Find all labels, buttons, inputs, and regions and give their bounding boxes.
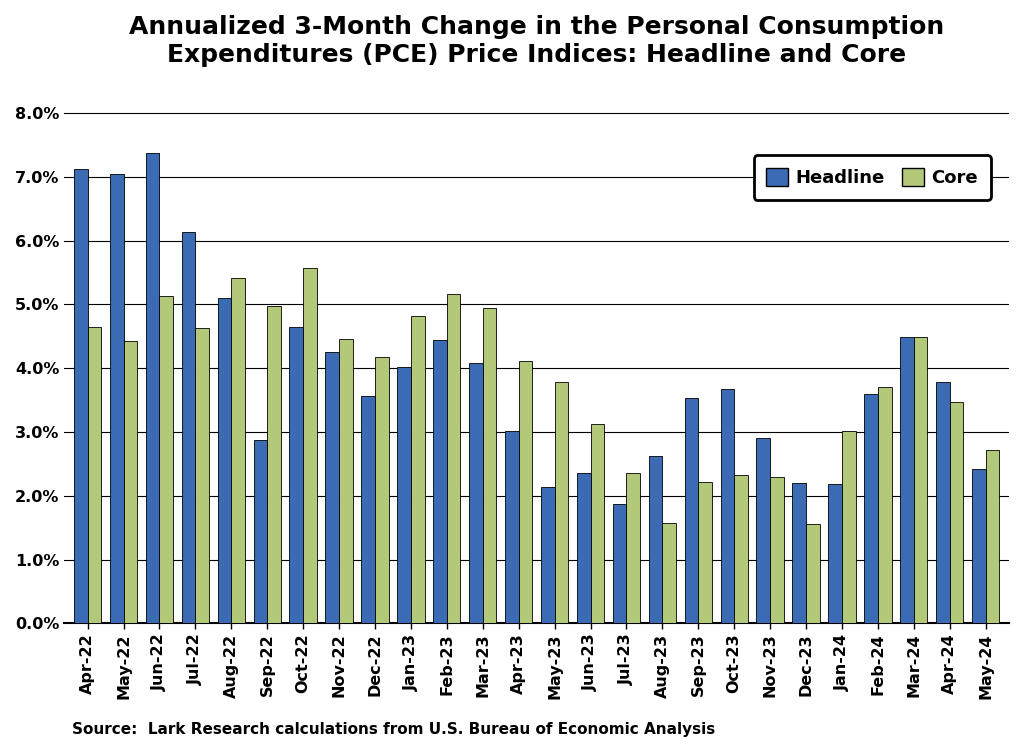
Bar xyxy=(591,424,604,623)
Bar xyxy=(181,232,196,623)
Bar xyxy=(254,440,267,623)
Bar xyxy=(469,363,482,623)
Bar xyxy=(900,337,913,623)
Bar xyxy=(505,431,519,623)
Bar xyxy=(806,525,819,623)
Bar xyxy=(88,327,101,623)
Bar xyxy=(397,367,411,623)
Bar xyxy=(878,387,892,623)
Bar xyxy=(145,153,160,623)
Bar xyxy=(519,362,532,623)
Bar xyxy=(828,484,842,623)
Bar xyxy=(124,341,137,623)
Bar xyxy=(972,469,986,623)
Bar xyxy=(339,339,352,623)
Bar xyxy=(793,483,806,623)
Bar xyxy=(627,473,640,623)
Bar xyxy=(411,316,425,623)
Bar xyxy=(110,174,124,623)
Bar xyxy=(864,394,878,623)
Bar xyxy=(160,295,173,623)
Bar xyxy=(734,475,748,623)
Bar xyxy=(267,306,281,623)
Bar xyxy=(218,298,231,623)
Bar xyxy=(361,396,375,623)
Bar xyxy=(482,308,497,623)
Bar xyxy=(913,337,928,623)
Bar xyxy=(698,482,712,623)
Text: Source:  Lark Research calculations from U.S. Bureau of Economic Analysis: Source: Lark Research calculations from … xyxy=(72,722,715,737)
Bar xyxy=(936,382,949,623)
Title: Annualized 3-Month Change in the Personal Consumption
Expenditures (PCE) Price I: Annualized 3-Month Change in the Persona… xyxy=(129,15,944,67)
Bar xyxy=(612,504,627,623)
Bar xyxy=(303,268,316,623)
Bar xyxy=(757,437,770,623)
Bar xyxy=(986,450,999,623)
Bar xyxy=(231,278,245,623)
Bar xyxy=(663,522,676,623)
Bar xyxy=(555,382,568,623)
Bar xyxy=(770,478,783,623)
Bar xyxy=(949,402,964,623)
Bar xyxy=(375,357,389,623)
Bar xyxy=(326,352,339,623)
Legend: Headline, Core: Headline, Core xyxy=(754,155,990,200)
Bar xyxy=(433,339,446,623)
Bar xyxy=(196,328,209,623)
Bar xyxy=(541,487,555,623)
Bar xyxy=(74,169,88,623)
Bar xyxy=(290,327,303,623)
Bar xyxy=(842,432,856,623)
Bar xyxy=(577,473,591,623)
Bar xyxy=(446,294,461,623)
Bar xyxy=(648,455,663,623)
Bar xyxy=(685,397,698,623)
Bar xyxy=(721,389,734,623)
